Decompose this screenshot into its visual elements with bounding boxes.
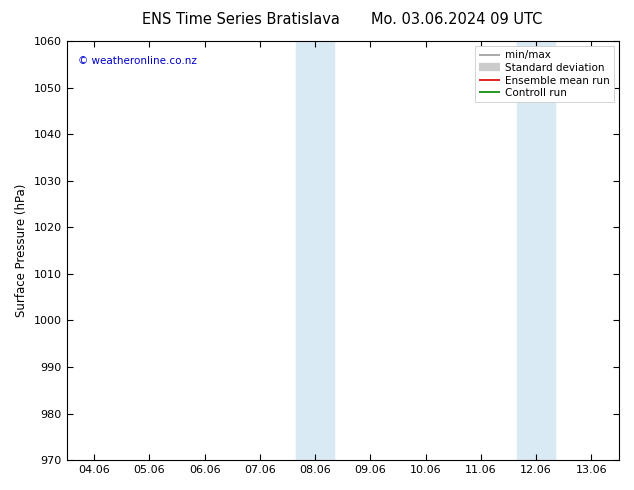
- Y-axis label: Surface Pressure (hPa): Surface Pressure (hPa): [15, 184, 28, 318]
- Text: © weatheronline.co.nz: © weatheronline.co.nz: [77, 56, 197, 66]
- Text: ENS Time Series Bratislava: ENS Time Series Bratislava: [142, 12, 340, 27]
- Bar: [517, 41, 555, 460]
- Text: Mo. 03.06.2024 09 UTC: Mo. 03.06.2024 09 UTC: [371, 12, 542, 27]
- Legend: min/max, Standard deviation, Ensemble mean run, Controll run: min/max, Standard deviation, Ensemble me…: [475, 46, 614, 102]
- Bar: [296, 41, 335, 460]
